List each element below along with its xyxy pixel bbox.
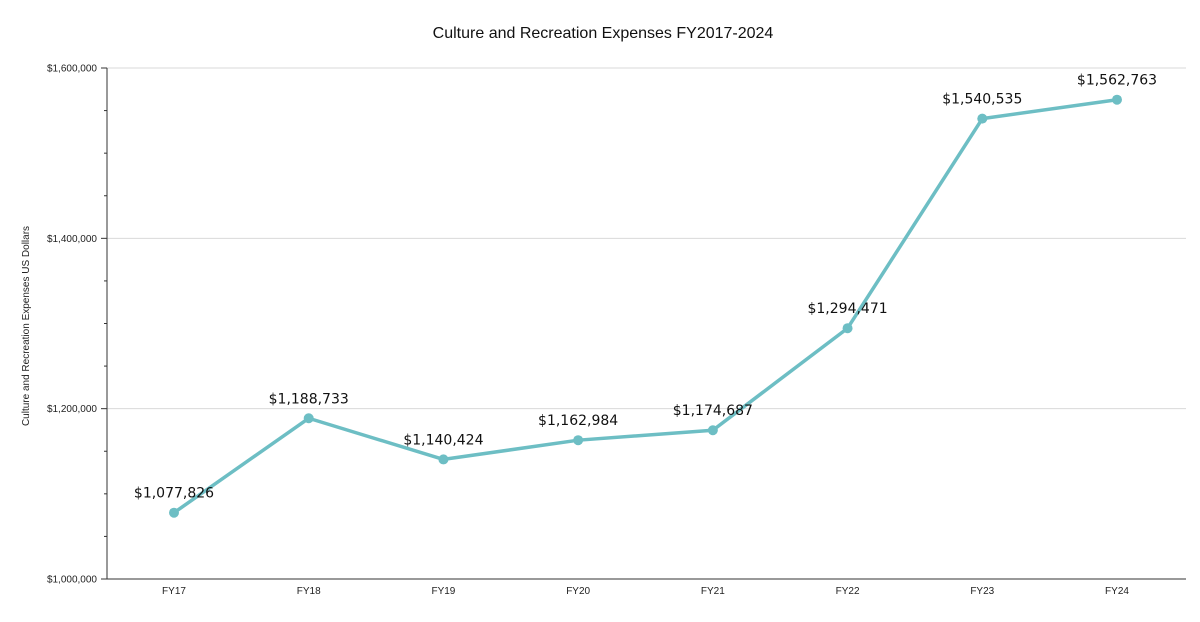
data-point	[977, 113, 988, 124]
data-point	[303, 413, 314, 424]
x-tick-label: FY23	[970, 586, 994, 597]
data-point	[1112, 94, 1122, 105]
x-tick-label: FY18	[297, 586, 321, 597]
y-tick-label: $1,000,000	[47, 575, 97, 586]
y-tick-label: $1,400,000	[47, 234, 97, 245]
data-point	[438, 454, 449, 465]
x-tick-label: FY24	[1105, 586, 1129, 597]
data-point	[573, 435, 584, 446]
data-label: $1,294,471	[807, 301, 887, 317]
y-axis-title: Culture and Recreation Expenses US Dolla…	[21, 226, 32, 426]
data-label: $1,162,984	[538, 413, 618, 429]
data-label: $1,540,535	[942, 92, 1022, 108]
chart-title: Culture and Recreation Expenses FY2017-2…	[433, 25, 774, 42]
data-label: $1,174,687	[673, 403, 753, 419]
data-label: $1,188,733	[269, 391, 349, 407]
data-label: $1,562,763	[1077, 73, 1157, 89]
data-label: $1,140,424	[403, 432, 483, 448]
x-tick-label: FY22	[836, 586, 860, 597]
series-line-layer	[172, 97, 1119, 515]
data-labels: $1,077,826 $1,188,733 $1,140,424 $1,162,984…	[134, 73, 1157, 502]
y-tick-label: $1,600,000	[47, 64, 97, 75]
x-tick-label: FY19	[431, 586, 455, 597]
data-points	[169, 94, 1122, 518]
data-label: $1,077,826	[134, 486, 214, 502]
x-tick-label: FY17	[162, 586, 186, 597]
data-point	[169, 507, 179, 518]
axes: $1,000,000 $1,200,000 $1,400,000 $1,600,000…	[47, 64, 1186, 597]
x-tick-label: FY21	[701, 586, 725, 597]
gridlines	[107, 67, 1186, 410]
data-point	[842, 323, 853, 334]
series-line	[172, 97, 1119, 515]
data-point	[707, 425, 718, 436]
x-tick-label: FY20	[566, 586, 590, 597]
y-tick-label: $1,200,000	[47, 404, 97, 415]
